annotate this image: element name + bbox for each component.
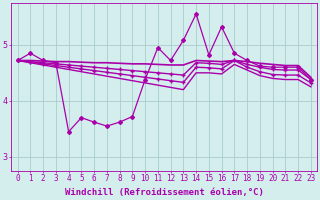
X-axis label: Windchill (Refroidissement éolien,°C): Windchill (Refroidissement éolien,°C) [65, 188, 264, 197]
